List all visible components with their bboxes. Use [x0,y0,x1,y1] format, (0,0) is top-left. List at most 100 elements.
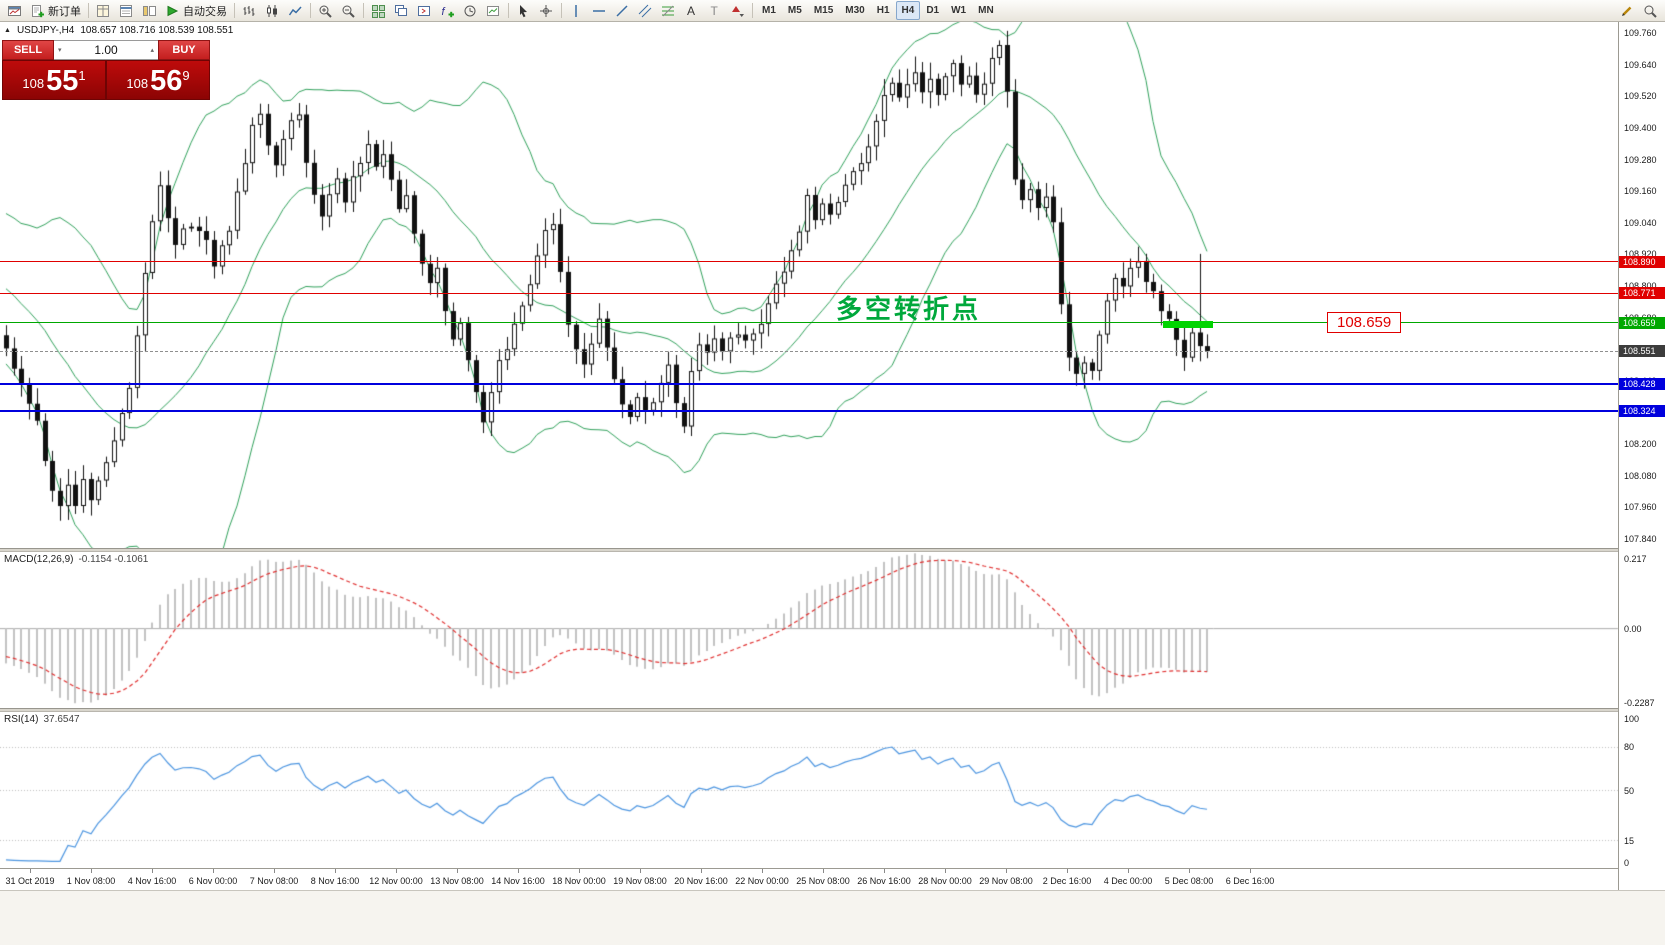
rsi-name: RSI(14) [4,714,39,725]
timeframe-h4-button[interactable]: H4 [895,1,921,20]
time-label: 25 Nov 08:00 [796,876,850,886]
macd-tick-label: 0.00 [1624,623,1642,634]
bar-chart[interactable] [238,1,261,20]
cascade-windows[interactable] [390,1,413,20]
one-click-trading-panel: SELL ▾ 1.00 ▴ BUY 108 55 1 108 56 9 [2,40,210,100]
quick-search[interactable] [1639,1,1662,20]
turning-point-annotation[interactable]: 多空转折点 [836,293,982,324]
toolbar-separator [234,3,235,18]
time-tick [1189,869,1190,873]
volume-stepper[interactable]: ▾ 1.00 ▴ [54,40,158,60]
time-label: 8 Nov 16:00 [310,876,360,886]
autotrade-button[interactable]: 自动交易 [161,1,231,20]
timeframe-m15-button[interactable]: M15 [808,1,839,20]
rsi-tick-label: 15 [1624,835,1635,846]
time-label: 6 Nov 00:00 [188,876,238,886]
time-tick [823,869,824,873]
price-level-line-108.428[interactable] [0,382,1618,385]
vertical-line[interactable] [565,1,588,20]
macd-indicator-label: MACD(12,26,9) -0.1154 -0.1061 [4,554,148,565]
timeframe-d1-button[interactable]: D1 [920,1,945,20]
periods-icon [463,4,478,18]
data-window-icon [119,4,134,18]
price-level-line-108.771[interactable] [0,292,1618,294]
volume-value[interactable]: 1.00 [94,43,118,57]
price-level-line-108.324[interactable] [0,409,1618,412]
timeframe-mn-button[interactable]: MN [972,1,1000,20]
time-tick [152,869,153,873]
cursor[interactable] [512,1,535,20]
time-label: 7 Nov 08:00 [249,876,299,886]
sell-button[interactable]: SELL [2,40,54,60]
toolbar: 新订单 自动交易 f A T M1 M5 M15 M30 H1 H4 D1 W1 MN [0,0,1665,22]
data-window[interactable] [115,1,138,20]
status-strip [0,890,1665,945]
rsi-indicator-label: RSI(14) 37.6547 [4,714,80,725]
buy-price-prefix: 108 [126,76,149,91]
tile-windows[interactable] [367,1,390,20]
price-tick-label: 109.040 [1624,217,1657,228]
arrows-tool[interactable] [726,1,749,20]
trendline[interactable] [611,1,634,20]
arrange-windows[interactable] [413,1,436,20]
symbol-period-label: USDJPY-,H4 [16,25,75,36]
buy-button[interactable]: BUY [158,40,210,60]
line-chart[interactable] [284,1,307,20]
price-tick-label: 109.280 [1624,154,1657,165]
volume-up-icon[interactable]: ▴ [150,47,154,54]
market-watch-icon [96,4,111,18]
new-order-icon [30,4,45,18]
pencil-tool[interactable] [1616,1,1639,20]
buy-price[interactable]: 108 56 9 [106,60,210,100]
toolbar-separator [88,3,89,18]
templates[interactable] [482,1,505,20]
equidistant-channel[interactable] [634,1,657,20]
volume-down-icon[interactable]: ▾ [58,47,62,54]
label-tool[interactable]: T [703,1,726,20]
price-level-line-108.890[interactable] [0,261,1618,263]
text-tool[interactable]: A [680,1,703,20]
time-tick [396,869,397,873]
rsi-pane-separator[interactable] [0,708,1665,712]
horizontal-line[interactable] [588,1,611,20]
time-tick [274,869,275,873]
time-axis[interactable]: 31 Oct 2019 1 Nov 08:00 4 Nov 16:00 6 Nov 0… [0,868,1665,890]
line-chart-icon [288,4,303,18]
sell-price[interactable]: 108 55 1 [2,60,106,100]
price-tick-label: 107.960 [1624,502,1657,513]
price-axis[interactable]: 108.890 108.771 108.659 108.428 108.324 108.5… [1618,22,1665,890]
toolbar-separator [561,3,562,18]
market-watch[interactable] [92,1,115,20]
price-tag-108.659: 108.659 [1619,316,1665,329]
zoom-in[interactable] [314,1,337,20]
time-tick [518,869,519,873]
crosshair[interactable] [535,1,558,20]
indicators[interactable]: f [436,1,459,20]
price-callout-label[interactable]: 108.659 [1327,311,1402,333]
time-label: 18 Nov 00:00 [552,876,606,886]
autotrade-play-icon [165,4,180,18]
new-order-button[interactable]: 新订单 [26,1,85,20]
timeframe-h1-button[interactable]: H1 [871,1,896,20]
zoom-out[interactable] [337,1,360,20]
timeframe-w1-button[interactable]: W1 [945,1,972,20]
fibonacci[interactable] [657,1,680,20]
candlestick-chart[interactable] [261,1,284,20]
periods[interactable] [459,1,482,20]
chart-window[interactable] [3,1,26,20]
macd-pane-separator[interactable] [0,548,1665,552]
highlight-bar-annotation[interactable] [1163,320,1213,328]
chart-title: ▲ USDJPY-,H4 108.657 108.716 108.539 108… [4,25,233,36]
toolbar-separator [310,3,311,18]
one-click-collapse-icon[interactable]: ▲ [4,27,11,34]
navigator[interactable] [138,1,161,20]
price-level-line-108.659[interactable] [0,322,1618,324]
autotrade-button-label: 自动交易 [183,5,227,18]
time-tick [91,869,92,873]
svg-text:f: f [442,6,446,18]
templates-icon [486,4,501,18]
timeframe-m30-button[interactable]: M30 [839,1,870,20]
timeframe-m5-button[interactable]: M5 [782,1,808,20]
timeframe-m1-button[interactable]: M1 [756,1,782,20]
